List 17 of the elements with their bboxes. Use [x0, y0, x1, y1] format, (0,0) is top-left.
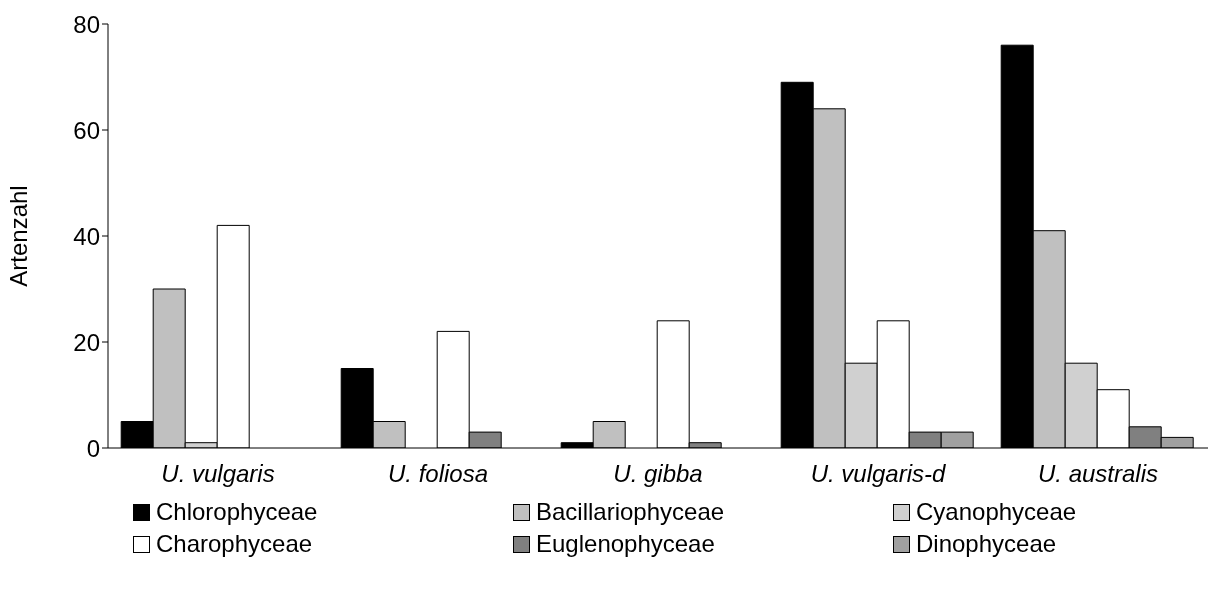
legend-label: Euglenophyceae — [536, 530, 715, 558]
legend-label: Bacillariophyceae — [536, 498, 725, 526]
legend-label: Chlorophyceae — [156, 498, 318, 526]
y-tick-label: 80 — [73, 10, 100, 38]
x-tick-label: U. foliosa — [387, 460, 489, 487]
y-tick-label: 20 — [73, 328, 100, 356]
legend-label: Charophyceae — [156, 530, 313, 558]
y-axis-title: Artenzahl — [4, 185, 32, 287]
x-tick-label: U. vulgaris-d — [810, 460, 946, 487]
y-tick-label: 60 — [73, 116, 100, 144]
y-tick-label: 40 — [73, 222, 100, 250]
legend-label: Dinophyceae — [916, 530, 1057, 558]
legend-label: Cyanophyceae — [916, 498, 1077, 526]
y-tick-label: 0 — [86, 434, 100, 462]
x-tick-label: U. gibba — [613, 460, 703, 487]
x-tick-label: U. vulgaris — [161, 460, 275, 487]
x-tick-label: U. australis — [1037, 460, 1159, 487]
